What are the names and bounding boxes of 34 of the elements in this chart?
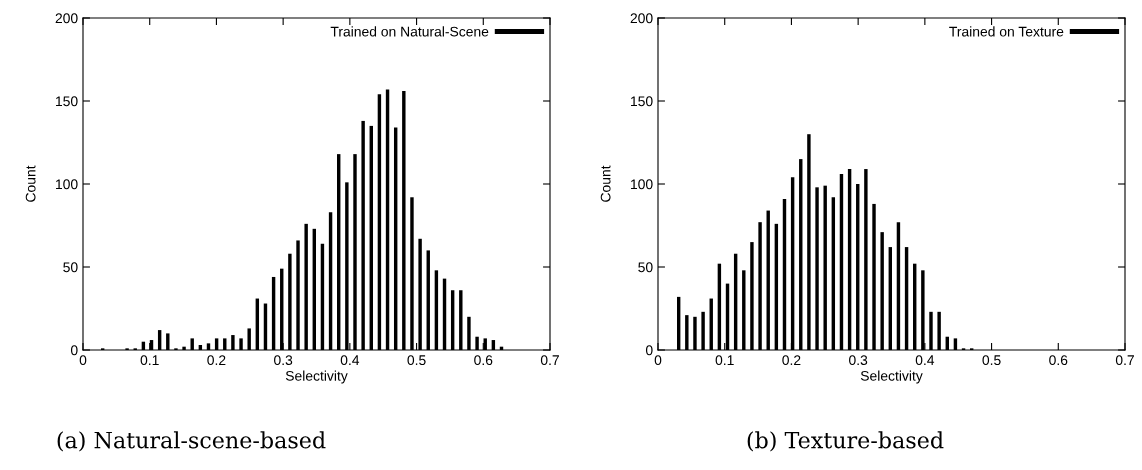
x-tick-label: 0.7	[1115, 355, 1134, 366]
y-tick-label: 150	[631, 96, 653, 107]
y-tick-label: 0	[70, 345, 78, 356]
x-tick-label: 0	[654, 355, 662, 366]
x-axis-title: Selectivity	[285, 370, 348, 384]
y-axis-title: Count	[25, 165, 36, 202]
y-tick-label: 150	[56, 96, 78, 107]
y-tick-label: 0	[645, 345, 653, 356]
x-tick-label: 0.1	[140, 355, 159, 366]
x-tick-label: 0.5	[982, 355, 1001, 366]
y-tick-label: 200	[630, 13, 653, 24]
x-tick-label: 0.6	[474, 355, 493, 366]
x-tick-label: 0.2	[782, 355, 801, 366]
x-tick-label: 0.6	[1049, 355, 1068, 366]
text: (a) Natural-scene-based	[57, 431, 326, 452]
y-tick-label: 100	[631, 179, 653, 190]
x-tick-label: 0.3	[274, 355, 293, 366]
x-tick-label: 0	[79, 355, 87, 366]
y-tick-label: 50	[638, 262, 653, 273]
x-tick-label: 0.4	[340, 355, 360, 366]
y-tick-label: 100	[56, 179, 78, 190]
y-axis-title: Count	[600, 165, 611, 202]
legend-label: Trained on Natural-Scene	[330, 26, 489, 37]
y-tick-label: 50	[63, 262, 78, 273]
x-tick-label: 0.5	[407, 355, 426, 366]
x-tick-label: 0.3	[849, 355, 868, 366]
x-axis-title: Selectivity	[860, 370, 923, 384]
legend-label: Trained on Texture	[949, 26, 1064, 37]
y-tick-label: 200	[55, 13, 78, 24]
text: (b) Texture-based	[747, 431, 944, 452]
x-tick-label: 0.2	[207, 355, 226, 366]
x-tick-label: 0.4	[915, 355, 935, 366]
x-tick-label: 0.1	[715, 355, 734, 366]
x-tick-label: 0.7	[540, 355, 559, 366]
